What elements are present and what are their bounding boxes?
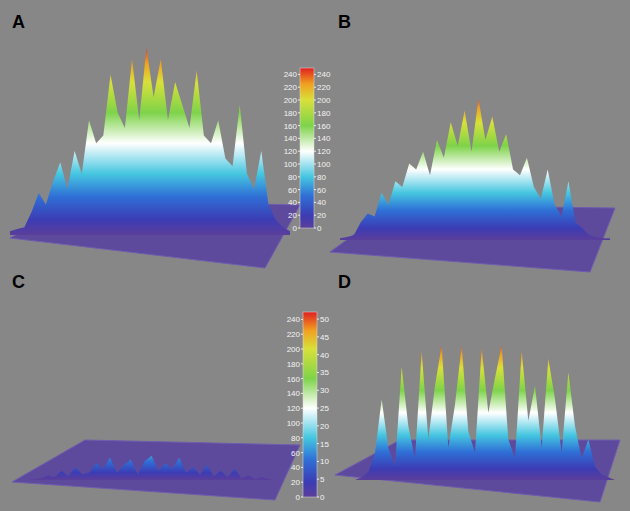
svg-text:50: 50 — [320, 315, 329, 324]
svg-text:100: 100 — [317, 160, 331, 169]
svg-text:180: 180 — [287, 360, 301, 369]
svg-text:80: 80 — [291, 434, 300, 443]
svg-text:20: 20 — [320, 422, 329, 431]
svg-text:40: 40 — [288, 198, 297, 207]
svg-text:160: 160 — [284, 122, 298, 131]
svg-text:D: D — [338, 272, 351, 292]
svg-text:100: 100 — [284, 160, 298, 169]
svg-text:25: 25 — [320, 404, 329, 413]
svg-text:160: 160 — [287, 375, 301, 384]
svg-text:C: C — [12, 272, 25, 292]
svg-text:120: 120 — [284, 147, 298, 156]
svg-text:5: 5 — [320, 475, 325, 484]
svg-text:140: 140 — [284, 134, 298, 143]
svg-text:A: A — [12, 12, 25, 32]
svg-text:100: 100 — [287, 419, 301, 428]
svg-text:220: 220 — [284, 83, 298, 92]
svg-text:20: 20 — [288, 211, 297, 220]
svg-text:140: 140 — [287, 389, 301, 398]
svg-text:240: 240 — [287, 315, 301, 324]
svg-text:40: 40 — [317, 198, 326, 207]
svg-text:20: 20 — [317, 211, 326, 220]
svg-text:160: 160 — [317, 122, 331, 131]
svg-text:60: 60 — [291, 449, 300, 458]
svg-text:0: 0 — [293, 224, 298, 233]
svg-text:40: 40 — [320, 351, 329, 360]
svg-text:200: 200 — [287, 345, 301, 354]
svg-text:220: 220 — [287, 330, 301, 339]
svg-text:0: 0 — [296, 493, 301, 502]
svg-text:40: 40 — [291, 463, 300, 472]
svg-text:220: 220 — [317, 83, 331, 92]
svg-text:60: 60 — [317, 186, 326, 195]
svg-text:10: 10 — [320, 457, 329, 466]
svg-text:45: 45 — [320, 333, 329, 342]
svg-text:200: 200 — [284, 96, 298, 105]
svg-text:30: 30 — [320, 386, 329, 395]
svg-text:240: 240 — [317, 70, 331, 79]
svg-text:0: 0 — [320, 493, 325, 502]
svg-text:120: 120 — [317, 147, 331, 156]
svg-text:80: 80 — [288, 173, 297, 182]
svg-text:180: 180 — [284, 109, 298, 118]
svg-text:180: 180 — [317, 109, 331, 118]
svg-text:35: 35 — [320, 368, 329, 377]
svg-text:240: 240 — [284, 70, 298, 79]
svg-text:0: 0 — [317, 224, 322, 233]
svg-text:200: 200 — [317, 96, 331, 105]
svg-text:80: 80 — [317, 173, 326, 182]
svg-text:B: B — [338, 12, 351, 32]
svg-text:15: 15 — [320, 440, 329, 449]
svg-text:60: 60 — [288, 186, 297, 195]
svg-text:140: 140 — [317, 134, 331, 143]
svg-text:20: 20 — [291, 478, 300, 487]
svg-text:120: 120 — [287, 404, 301, 413]
